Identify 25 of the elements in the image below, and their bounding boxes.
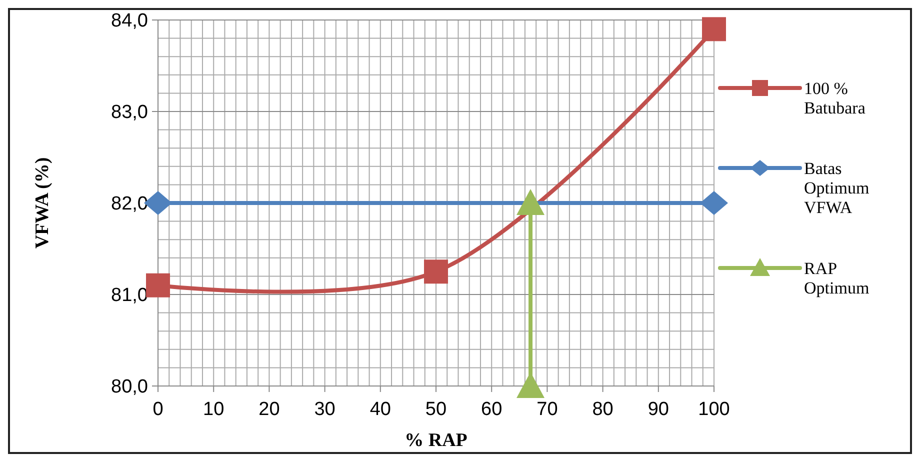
x-axis-title: % RAP — [404, 430, 468, 451]
x-tick-label: 50 — [425, 399, 447, 420]
x-tick-label: 30 — [314, 399, 336, 420]
x-tick-label: 80 — [592, 399, 614, 420]
point — [146, 273, 170, 298]
point — [702, 17, 726, 42]
legend-label: Batas Optimum VFWA — [804, 158, 870, 218]
point — [424, 260, 448, 284]
x-tick-label: 70 — [536, 399, 558, 420]
y-tick-label: 84,0 — [111, 10, 148, 32]
x-tick-label: 100 — [698, 399, 730, 420]
legend-label: 100 % Batubara — [804, 78, 866, 118]
x-tick-label: 10 — [203, 399, 224, 420]
y-tick-label: 80,0 — [111, 376, 148, 398]
x-tick-label: 40 — [370, 399, 391, 420]
y-tick-label: 83,0 — [111, 102, 148, 124]
legend-label: RAP Optimum — [804, 258, 870, 298]
y-tick-label: 81,0 — [111, 285, 148, 306]
y-axis-title: VFWA (%) — [32, 157, 53, 249]
y-tick-label: 82,0 — [111, 194, 148, 215]
x-tick-label: 90 — [648, 399, 669, 420]
point — [700, 191, 728, 215]
x-tick-label: 20 — [258, 399, 280, 420]
x-tick-label: 0 — [152, 399, 164, 420]
x-tick-label: 60 — [481, 399, 502, 420]
